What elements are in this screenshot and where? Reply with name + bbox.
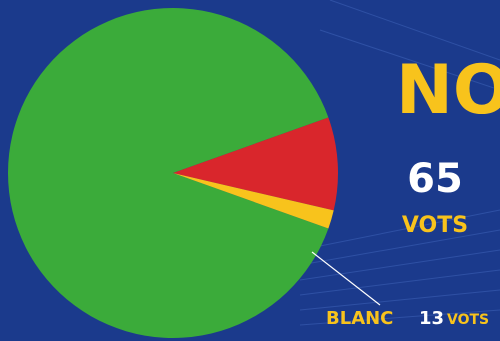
no-unit: VOTS <box>402 213 468 238</box>
blanc-count: 13 <box>419 308 444 329</box>
background-pattern <box>299 0 500 326</box>
pie-slice-main <box>7 7 329 339</box>
blanc-unit: VOTS <box>447 312 489 328</box>
no-count: 65 <box>407 156 463 202</box>
blanc-leader-line <box>311 251 381 306</box>
blanc-word: BLANC <box>326 308 393 329</box>
no-title: NO <box>396 51 500 130</box>
blanc-label: BLANC 13 VOTS <box>326 308 489 329</box>
pie-chart <box>7 7 338 339</box>
pie-slice-blanc <box>173 173 334 229</box>
pie-slice-no <box>173 117 338 211</box>
